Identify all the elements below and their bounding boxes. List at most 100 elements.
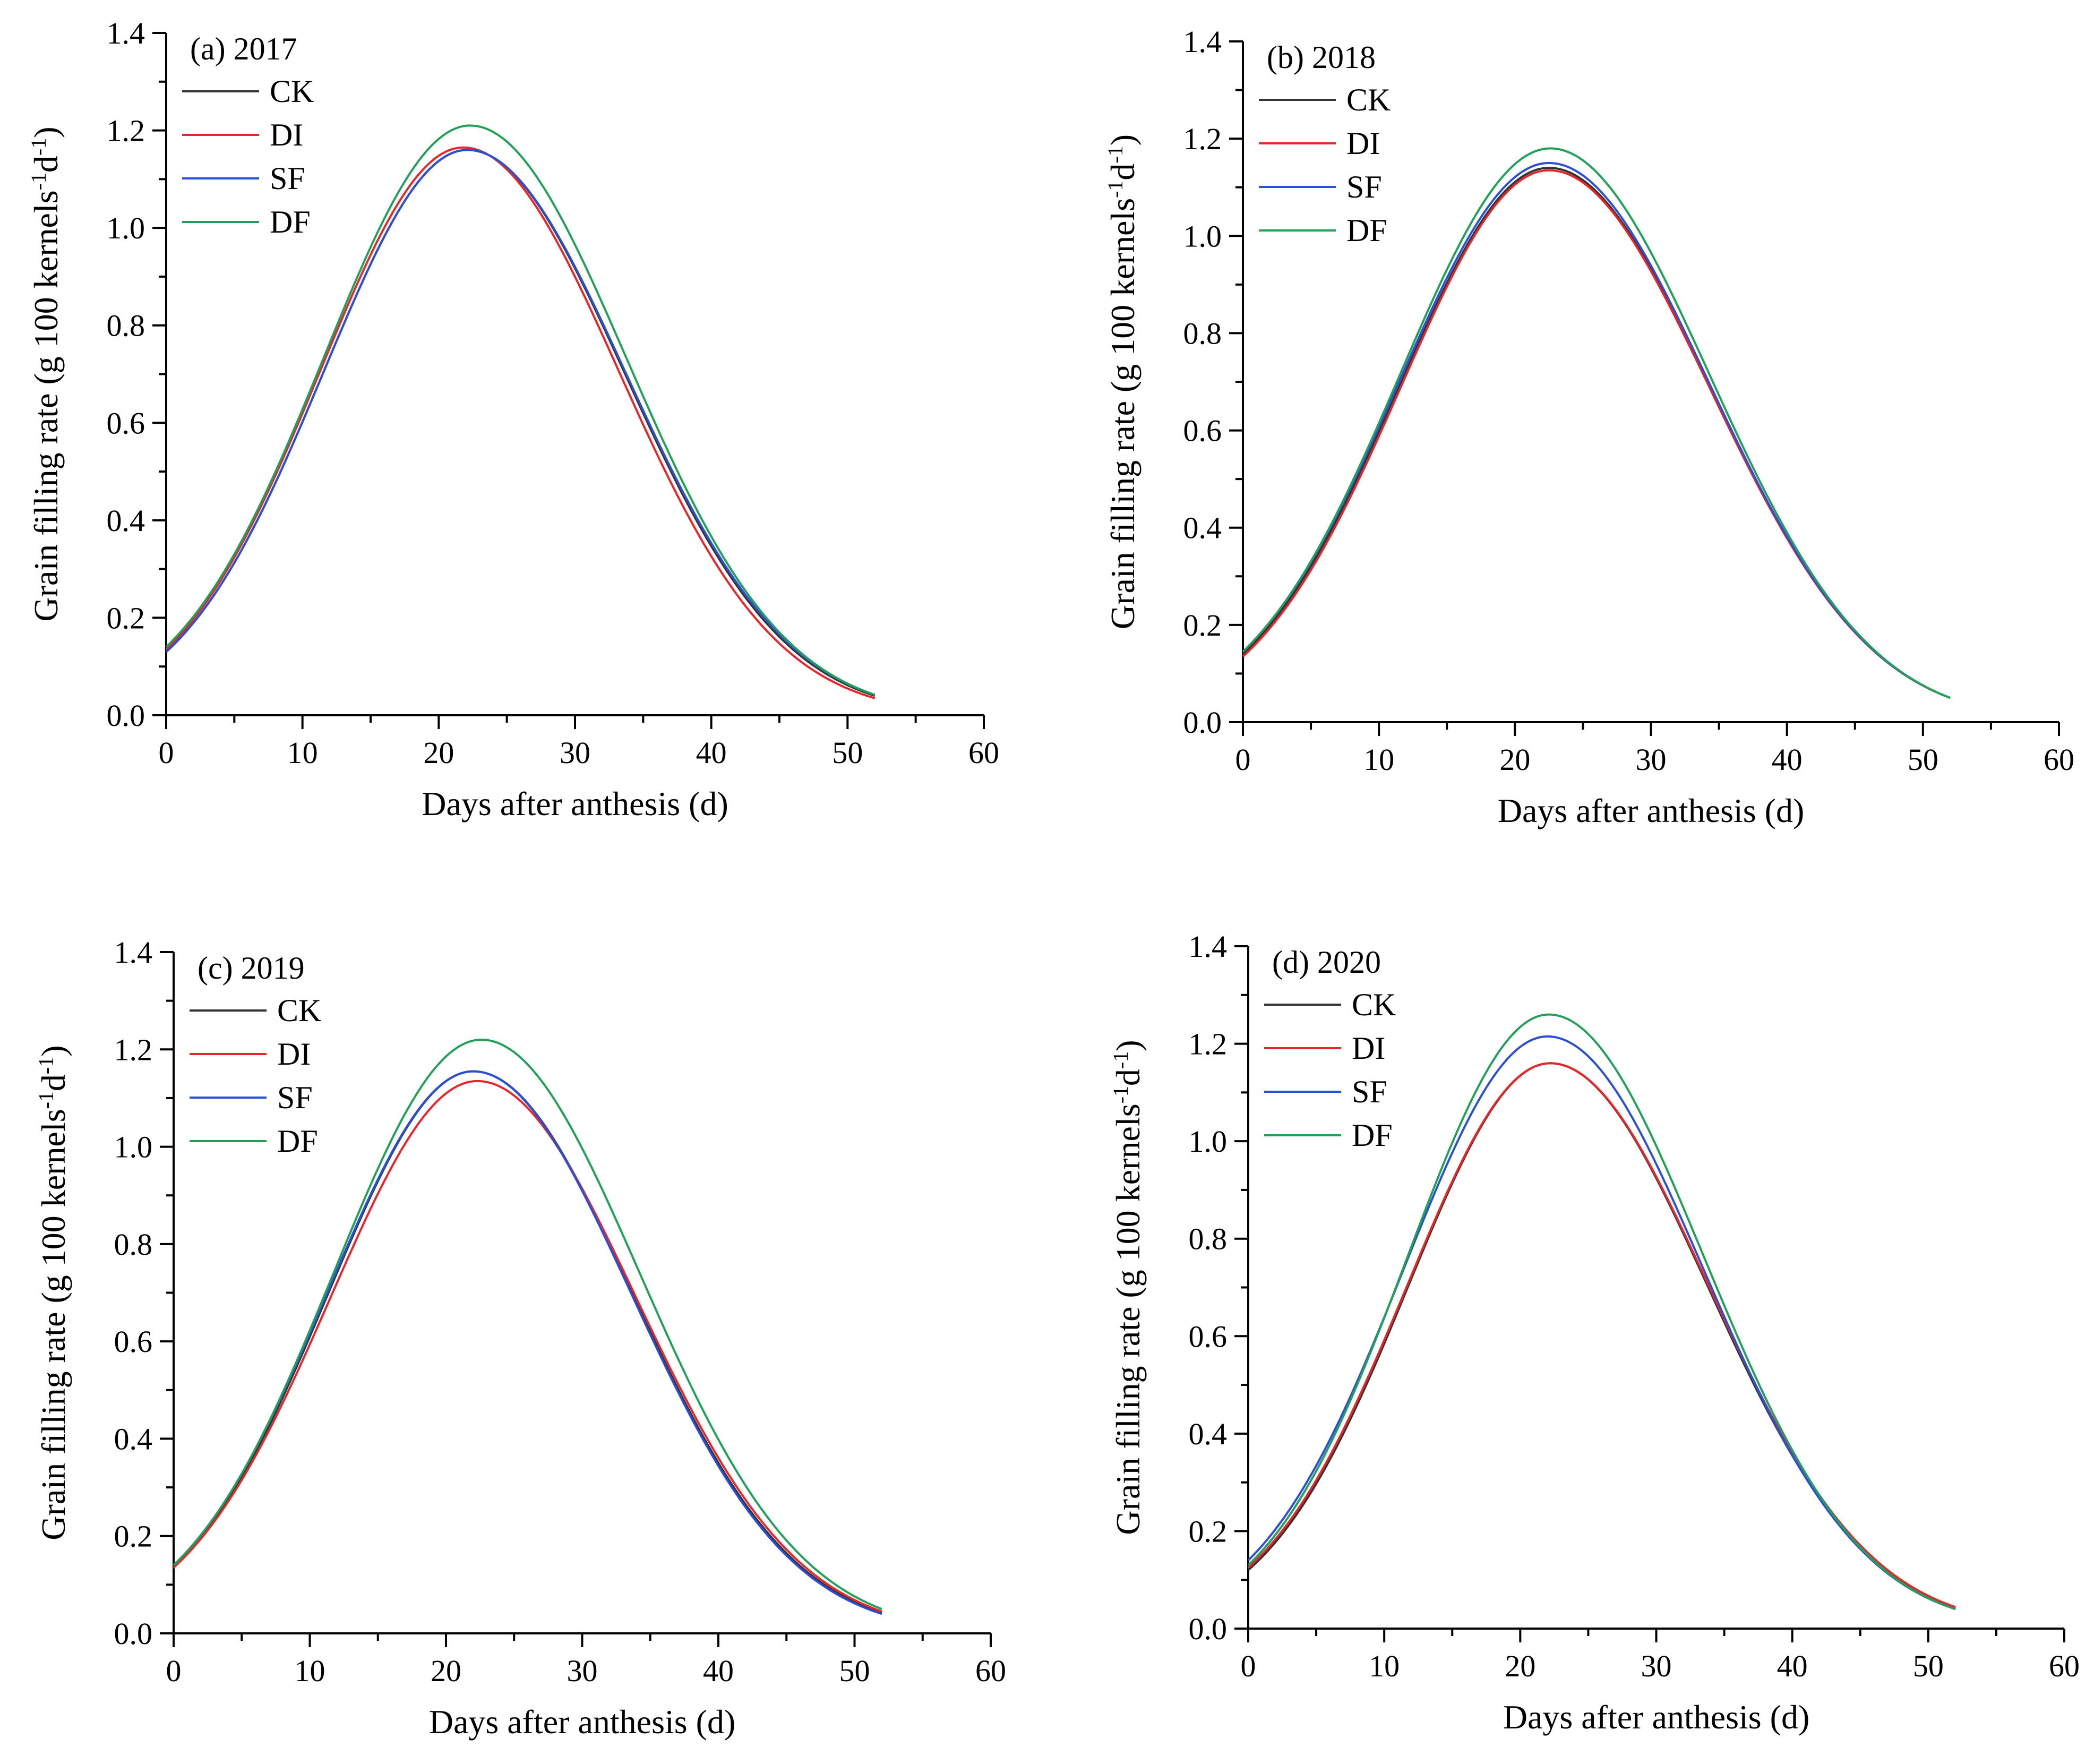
chart-panel-1: 0 10 20 30 40 50 60 0.0 0.2 0.4 0.6 0.8 1.0 1.2 1.4 Day… [27,16,1000,823]
series-line-df [173,1038,882,1611]
y-tick-label: 1.2 [1189,1027,1228,1061]
series-line-di [165,146,876,699]
y-axis-title: Grain filling rate (g 100 kernels-1d-1) [1103,134,1142,629]
series-line-sf [165,149,876,696]
panel-title: (d) 2020 [1272,945,1381,980]
legend-label-ck: CK [1346,82,1391,117]
x-tick-label: 0 [1235,742,1251,777]
y-tick-label: 0.0 [107,698,145,733]
x-tick-label: 10 [287,735,318,770]
legend-label-ck: CK [277,993,321,1028]
y-tick-label: 0.6 [114,1324,153,1359]
x-tick-label: 0 [1241,1649,1256,1683]
x-tick-label: 30 [1636,742,1667,777]
x-tick-label: 60 [968,735,999,770]
legend-label-sf: SF [270,161,305,196]
chart-panel-2: 0 10 20 30 40 50 60 0.0 0.2 0.4 0.6 0.8 1.0 1.2 1.4 Day… [1103,24,2075,829]
x-tick-label: 20 [1505,1649,1535,1683]
y-tick-label: 0.6 [1183,414,1222,448]
panel-title: (c) 2019 [198,950,305,986]
x-tick-label: 50 [832,735,863,770]
y-tick-label: 1.4 [1189,929,1228,964]
y-tick-label: 0.4 [1189,1417,1228,1451]
legend-label-df: DF [270,204,311,239]
legend-label-df: DF [277,1124,318,1159]
y-tick-label: 0.4 [114,1422,153,1456]
x-tick-label: 60 [2044,742,2074,777]
x-tick-label: 20 [1499,742,1530,777]
y-tick-label: 1.0 [1189,1124,1228,1159]
legend-label-df: DF [1346,213,1387,248]
x-axis-title: Days after anthesis (d) [422,785,728,823]
x-tick-label: 10 [1363,742,1394,777]
series-line-sf [1242,161,1951,699]
x-tick-label: 50 [839,1654,870,1688]
x-tick-label: 40 [1777,1649,1808,1683]
x-axis-title: Days after anthesis (d) [1503,1698,1810,1736]
y-tick-label: 0.6 [107,406,145,440]
panel-title: (a) 2017 [190,31,297,66]
y-tick-label: 0.4 [1183,511,1222,545]
legend-label-ck: CK [270,74,314,109]
series-line-di [173,1080,882,1613]
legend-label-di: DI [1352,1031,1385,1066]
y-tick-label: 0.0 [114,1616,153,1651]
x-tick-label: 0 [159,735,174,770]
y-tick-label: 0.2 [1183,608,1222,643]
y-tick-label: 0.2 [1189,1514,1228,1548]
y-tick-label: 0.2 [107,601,145,635]
y-tick-label: 1.2 [107,114,145,148]
x-tick-label: 10 [295,1654,325,1688]
y-tick-label: 1.4 [114,935,153,970]
x-tick-label: 40 [703,1654,734,1688]
y-tick-label: 0.4 [107,503,145,538]
y-tick-label: 0.0 [1189,1612,1228,1646]
series-line-df [1242,147,1951,699]
x-tick-label: 50 [1908,742,1938,777]
panel-title: (b) 2018 [1267,40,1376,75]
y-tick-label: 1.4 [1183,24,1222,59]
y-tick-label: 1.0 [1183,219,1222,253]
y-tick-label: 1.2 [1183,122,1222,156]
x-tick-label: 40 [696,735,727,770]
series-line-df [165,124,876,696]
y-tick-label: 1.0 [114,1130,153,1164]
legend-label-ck: CK [1352,987,1396,1022]
legend-label-di: DI [277,1037,311,1072]
series-line-df [1247,1013,1956,1611]
legend-label-sf: SF [1352,1074,1387,1109]
x-tick-label: 30 [1641,1649,1672,1683]
y-tick-label: 1.2 [114,1032,153,1067]
legend-label-di: DI [270,117,303,152]
y-tick-label: 1.4 [107,16,145,50]
y-tick-label: 0.8 [1189,1222,1228,1256]
y-tick-label: 0.8 [114,1227,153,1262]
x-tick-label: 30 [567,1654,598,1688]
y-tick-label: 0.0 [1183,705,1222,740]
y-tick-label: 0.6 [1189,1319,1228,1354]
x-axis-title: Days after anthesis (d) [429,1703,736,1741]
y-axis-title: Grain filling rate (g 100 kernels-1d-1) [1109,1040,1147,1535]
chart-panel-4: 0 10 20 30 40 50 60 0.0 0.2 0.4 0.6 0.8 1.0 1.2 1.4 Day… [1109,929,2080,1736]
legend-label-df: DF [1352,1118,1393,1153]
x-axis-title: Days after anthesis (d) [1498,792,1805,829]
y-tick-label: 1.0 [107,211,145,245]
x-tick-label: 20 [431,1654,461,1688]
legend-label-sf: SF [1346,169,1382,204]
x-tick-label: 50 [1913,1649,1944,1683]
x-tick-label: 20 [423,735,454,770]
legend-label-di: DI [1346,126,1380,161]
y-tick-label: 0.2 [114,1519,153,1554]
y-tick-label: 0.8 [107,309,145,343]
y-tick-label: 0.8 [1183,316,1222,350]
x-tick-label: 60 [975,1654,1006,1688]
y-axis-title: Grain filling rate (g 100 kernels-1d-1) [27,126,65,621]
chart-panel-3: 0 10 20 30 40 50 60 0.0 0.2 0.4 0.6 0.8 1.0 1.2 1.4 Day… [34,935,1007,1741]
legend-label-sf: SF [277,1080,313,1115]
x-tick-label: 60 [2049,1649,2080,1683]
x-tick-label: 30 [560,735,590,770]
x-tick-label: 10 [1369,1649,1400,1683]
y-axis-title: Grain filling rate (g 100 kernels-1d-1) [34,1045,73,1540]
x-tick-label: 40 [1772,742,1803,777]
